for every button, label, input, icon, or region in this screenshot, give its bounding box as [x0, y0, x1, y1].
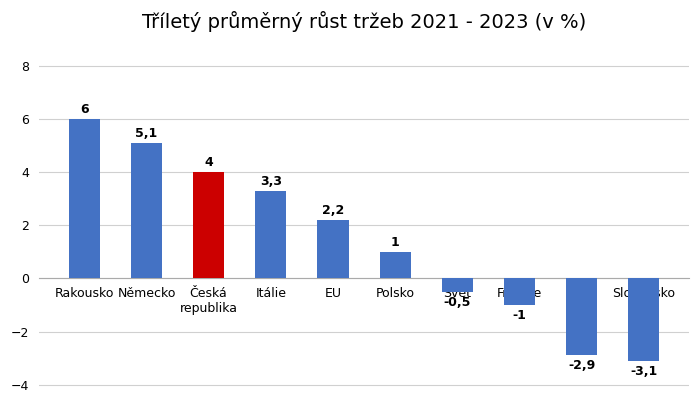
Bar — [317, 220, 349, 279]
Bar — [379, 252, 411, 279]
Text: 6: 6 — [80, 103, 89, 116]
Text: 3,3: 3,3 — [260, 175, 282, 188]
Text: -2,9: -2,9 — [568, 360, 595, 372]
Bar — [504, 279, 535, 305]
Text: 5,1: 5,1 — [135, 127, 158, 140]
Text: -1: -1 — [512, 309, 526, 322]
Text: 1: 1 — [391, 236, 400, 249]
Bar — [442, 279, 472, 292]
Bar — [193, 172, 224, 279]
Bar — [69, 119, 100, 279]
Text: 2,2: 2,2 — [322, 204, 344, 217]
Text: -3,1: -3,1 — [630, 365, 657, 378]
Title: Tříletý průměrný růst tržeb 2021 - 2023 (v %): Tříletý průměrný růst tržeb 2021 - 2023 … — [142, 11, 586, 32]
Bar — [566, 279, 597, 355]
Bar — [629, 279, 659, 361]
Bar — [131, 143, 162, 279]
Text: 4: 4 — [204, 156, 213, 169]
Text: -0,5: -0,5 — [444, 296, 471, 309]
Bar — [256, 191, 286, 279]
